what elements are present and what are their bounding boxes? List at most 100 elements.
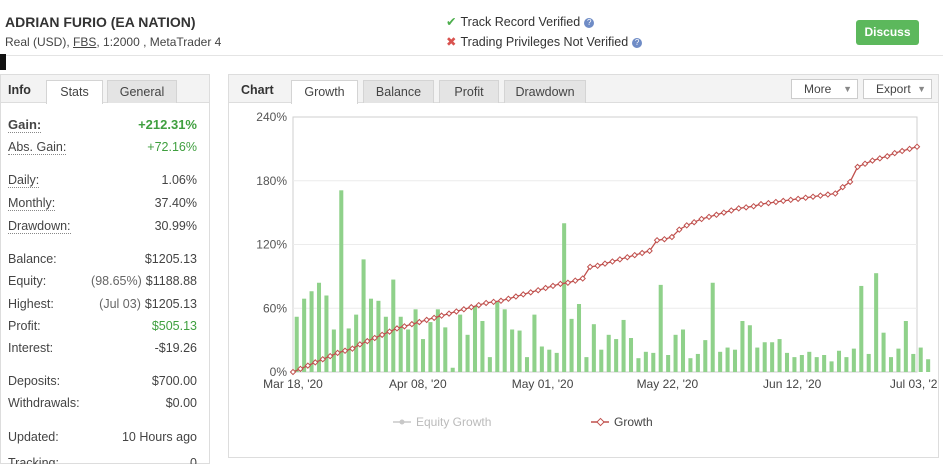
growth-point <box>824 191 832 198</box>
growth-point <box>594 262 601 269</box>
bar <box>755 347 760 372</box>
account-leverage-platform: , 1:2000 , MetaTrader 4 <box>96 35 222 49</box>
bar <box>851 348 856 372</box>
more-dropdown[interactable]: More ▼ <box>791 79 858 99</box>
growth-point <box>586 263 594 271</box>
bar <box>458 314 463 372</box>
growth-point <box>512 293 520 300</box>
bar <box>406 329 411 372</box>
stat-value-group: (Jul 03) $1205.13 <box>99 297 197 311</box>
bar <box>792 357 797 372</box>
stat-label: Deposits: <box>8 374 61 388</box>
growth-point <box>564 279 572 286</box>
bar <box>331 329 336 372</box>
growth-point <box>430 314 438 322</box>
stat-value: $1188.88 <box>145 274 197 288</box>
bar <box>777 339 782 372</box>
growth-point <box>356 341 364 348</box>
stat-label[interactable]: Gain: <box>8 117 42 133</box>
bar <box>859 285 864 372</box>
growth-point <box>735 205 742 212</box>
bar <box>495 301 500 372</box>
bar <box>480 321 485 372</box>
info-tabbar: Info Stats General <box>1 75 209 104</box>
stat-label[interactable]: Drawdown: <box>8 219 71 234</box>
stat-label[interactable]: Daily: <box>8 173 40 188</box>
legend-growth: Growth <box>614 415 653 429</box>
stat-label: Withdrawals: <box>8 396 80 410</box>
growth-point <box>750 202 757 210</box>
growth-point <box>787 196 794 204</box>
bar <box>844 357 849 372</box>
chart-title: Chart <box>241 83 274 97</box>
growth-point <box>898 147 906 155</box>
growth-point <box>668 233 676 241</box>
stat-subvalue: (Jul 03) <box>99 297 141 311</box>
bar <box>866 353 871 372</box>
stat-value: 30.99% <box>154 219 197 233</box>
bar <box>383 316 388 372</box>
growth-point <box>683 222 690 229</box>
tab-general[interactable]: General <box>107 80 177 103</box>
bar <box>680 329 686 372</box>
text-cursor <box>0 54 6 70</box>
growth-point <box>378 331 386 339</box>
bar <box>836 350 842 372</box>
bar <box>539 346 544 372</box>
bar <box>562 223 567 372</box>
bar <box>487 357 492 372</box>
help-icon[interactable]: ? <box>632 38 643 48</box>
x-tick-label: Jun 12, '20 <box>763 377 822 391</box>
x-tick-label: May 22, '20 <box>637 377 699 391</box>
stat-label[interactable]: Monthly: <box>8 196 56 211</box>
stat-label[interactable]: Abs. Gain: <box>8 140 67 155</box>
x-tick-label: Apr 08, '20 <box>389 377 447 391</box>
growth-point <box>557 280 564 288</box>
cross-icon: ✖ <box>446 35 457 49</box>
growth-point <box>616 256 624 263</box>
growth-point <box>742 204 750 211</box>
growth-point <box>312 359 319 366</box>
export-dropdown[interactable]: Export ▼ <box>863 79 932 99</box>
tab-balance[interactable]: Balance <box>363 80 434 103</box>
bar <box>732 349 738 372</box>
growth-point <box>690 218 698 226</box>
bar <box>718 351 723 372</box>
discuss-button[interactable]: Discuss <box>856 20 919 45</box>
tab-stats[interactable]: Stats <box>46 80 103 104</box>
stat-label: Equity: <box>8 274 47 288</box>
growth-point <box>401 323 408 330</box>
growth-point <box>817 192 824 199</box>
y-tick-label: 180% <box>256 174 287 188</box>
bar <box>896 348 901 372</box>
growth-point <box>794 195 802 203</box>
bar <box>324 295 329 372</box>
bar <box>881 332 886 372</box>
bar <box>391 279 396 372</box>
account-name: ADRIAN FURIO (EA NATION) <box>5 14 196 30</box>
tab-profit[interactable]: Profit <box>439 80 499 103</box>
growth-point <box>475 301 482 309</box>
bar <box>926 359 931 372</box>
help-icon[interactable]: ? <box>584 18 595 28</box>
growth-point <box>527 289 534 296</box>
growth-point <box>624 254 631 261</box>
growth-point <box>876 155 884 162</box>
bar <box>725 347 730 372</box>
bar <box>599 349 604 372</box>
bar <box>398 316 403 372</box>
tab-drawdown[interactable]: Drawdown <box>504 80 586 103</box>
tab-growth[interactable]: Growth <box>291 80 358 104</box>
growth-point <box>289 368 297 376</box>
growth-point <box>542 284 549 292</box>
growth-point <box>297 365 304 373</box>
bar <box>762 342 767 372</box>
broker-link[interactable]: FBS <box>73 35 97 49</box>
x-tick-label: Mar 18, '20 <box>263 377 323 391</box>
growth-point <box>349 345 356 352</box>
bar <box>502 309 507 372</box>
growth-chart: 240% 180% 120% 60% 0%Mar 18, '20 Apr 08, '20 M… <box>256 110 938 429</box>
legend-growth-marker <box>596 417 605 427</box>
bar <box>747 325 752 372</box>
growth-point <box>906 145 913 153</box>
